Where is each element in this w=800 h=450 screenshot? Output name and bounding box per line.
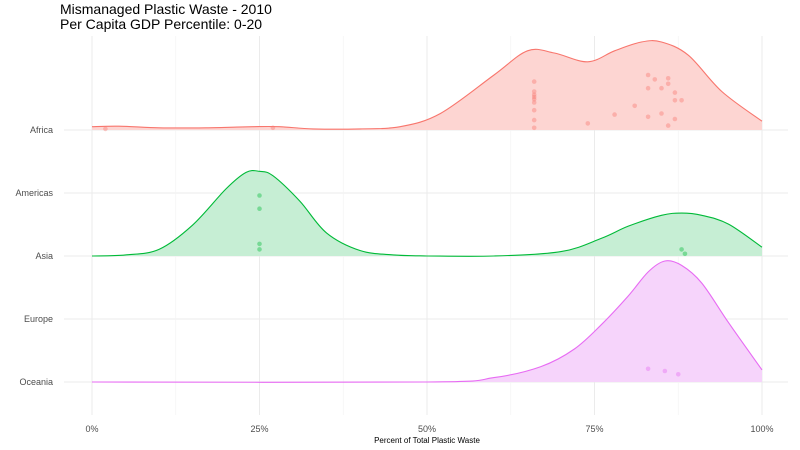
data-point-africa bbox=[612, 112, 617, 117]
x-tick-label: 75% bbox=[585, 424, 603, 434]
data-point-africa bbox=[531, 117, 537, 123]
ridge-asia bbox=[426, 212, 763, 257]
data-point-africa bbox=[531, 125, 537, 131]
ridge-line-americas bbox=[91, 170, 428, 257]
data-point-africa bbox=[632, 103, 637, 109]
data-point-africa bbox=[103, 126, 108, 132]
data-point-americas bbox=[257, 241, 262, 247]
data-point-oceania bbox=[645, 366, 651, 372]
ridge-area-asia bbox=[427, 213, 762, 257]
data-point-africa bbox=[659, 111, 664, 116]
ridge-africa bbox=[91, 40, 763, 132]
data-point-africa bbox=[665, 76, 671, 81]
data-point-africa bbox=[645, 72, 651, 78]
ridge-area-americas bbox=[92, 170, 427, 256]
data-point-americas bbox=[257, 206, 262, 211]
data-point-africa bbox=[531, 94, 537, 100]
ridge-area-africa bbox=[92, 40, 762, 130]
data-point-oceania bbox=[675, 372, 681, 377]
title-block: Mismanaged Plastic Waste - 2010 Per Capi… bbox=[60, 2, 272, 32]
data-point-americas bbox=[257, 193, 262, 198]
data-point-americas bbox=[257, 247, 262, 252]
ridge-line-africa bbox=[91, 40, 763, 130]
x-tick-label: 50% bbox=[418, 424, 436, 434]
y-axis-ticks: Africa Americas Asia Europe Oceania bbox=[15, 125, 53, 387]
data-point-africa bbox=[531, 92, 537, 98]
data-point-africa bbox=[531, 79, 537, 84]
y-tick-label: Asia bbox=[35, 251, 53, 261]
data-point-africa bbox=[665, 123, 671, 128]
data-point-oceania bbox=[662, 368, 668, 374]
ridge-area-oceania bbox=[92, 260, 762, 383]
chart-title: Mismanaged Plastic Waste - 2010 bbox=[60, 1, 272, 17]
data-point-africa bbox=[659, 85, 664, 91]
x-axis-ticks: 0% 25% 50% 75% 100% bbox=[85, 424, 773, 434]
y-tick-label: Americas bbox=[15, 188, 53, 198]
data-point-africa bbox=[672, 116, 678, 122]
data-point-africa bbox=[672, 90, 678, 95]
data-point-africa bbox=[531, 100, 537, 105]
ridge-oceania bbox=[91, 260, 763, 383]
data-point-africa bbox=[679, 98, 684, 103]
ridge-line-oceania bbox=[91, 260, 763, 383]
x-tick-label: 0% bbox=[85, 424, 98, 434]
data-point-africa bbox=[270, 125, 276, 131]
y-tick-label: Oceania bbox=[19, 377, 53, 387]
data-point-africa bbox=[585, 121, 591, 126]
data-point-africa bbox=[672, 98, 678, 103]
ridge-americas bbox=[91, 170, 428, 257]
chart-subtitle: Per Capita GDP Percentile: 0-20 bbox=[60, 16, 263, 32]
data-point-asia bbox=[682, 251, 688, 257]
x-tick-label: 25% bbox=[250, 424, 268, 434]
data-point-africa bbox=[645, 114, 651, 120]
data-point-africa bbox=[652, 77, 658, 82]
ridge-line-asia bbox=[426, 212, 763, 257]
x-tick-label: 100% bbox=[750, 424, 773, 434]
data-point-africa bbox=[531, 107, 537, 113]
data-point-africa bbox=[645, 85, 651, 91]
data-point-asia bbox=[679, 247, 684, 252]
data-point-africa bbox=[531, 89, 537, 94]
y-tick-label: Africa bbox=[30, 125, 53, 135]
data-point-africa bbox=[665, 81, 671, 87]
y-tick-label: Europe bbox=[24, 314, 53, 324]
x-axis-title: Percent of Total Plastic Waste bbox=[374, 436, 480, 445]
ridges bbox=[91, 40, 763, 383]
data-point-africa bbox=[531, 96, 537, 102]
